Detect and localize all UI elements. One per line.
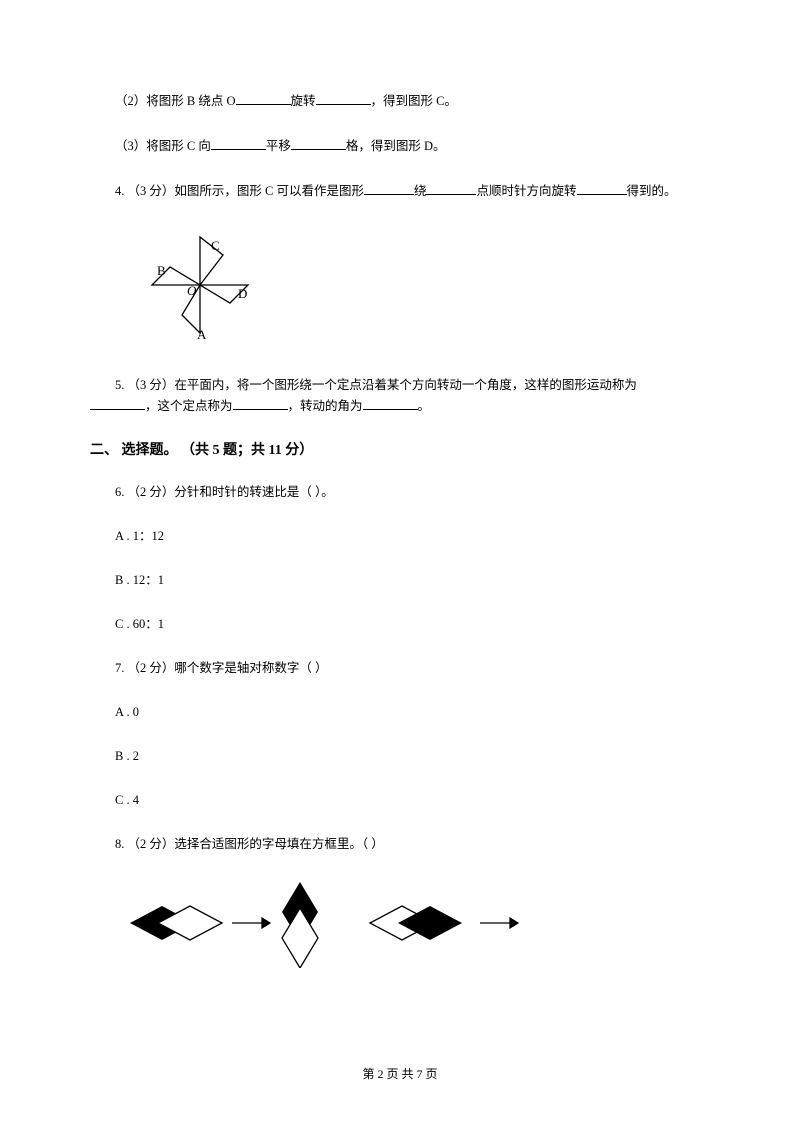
label-d: D xyxy=(238,286,247,301)
q5-suffix: 。 xyxy=(418,399,431,413)
q2-prefix: （2）将图形 B 绕点 O xyxy=(115,94,236,108)
q4-mid2: 点顺时针方向旋转 xyxy=(476,184,576,198)
question-7: 7. （2 分）哪个数字是轴对称数字（ ） xyxy=(90,658,710,678)
question-2: （2）将图形 B 绕点 O 旋转 ，得到图形 C。 xyxy=(90,90,710,111)
question-8: 8. （2 分）选择合适图形的字母填在方框里。（ ） xyxy=(90,834,710,854)
q3-mid1: 平移 xyxy=(266,139,291,153)
q6-option-b[interactable]: B . 12：1 xyxy=(90,570,710,590)
label-o: O xyxy=(187,283,197,298)
question-3: （3）将图形 C 向 平移 格，得到图形 D。 xyxy=(90,135,710,156)
q7-option-b[interactable]: B . 2 xyxy=(90,746,710,766)
section-2-header: 二、 选择题。 （共 5 题；共 11 分） xyxy=(90,440,710,462)
figure-q8 xyxy=(120,878,710,968)
q3-suffix: 格，得到图形 D。 xyxy=(346,139,446,153)
q2-mid1: 旋转 xyxy=(291,94,316,108)
label-c: C xyxy=(211,238,220,253)
label-b: B xyxy=(157,263,166,278)
q3-prefix: （3）将图形 C 向 xyxy=(115,139,211,153)
q5-mid1: ，这个定点称为 xyxy=(145,399,233,413)
question-5: 5. （3 分）在平面内，将一个图形绕一个定点沿着某个方向转动一个角度，这样的图… xyxy=(90,375,710,416)
blank[interactable] xyxy=(233,395,288,410)
blank[interactable] xyxy=(364,180,414,195)
blank[interactable] xyxy=(426,180,476,195)
q7-option-a[interactable]: A . 0 xyxy=(90,702,710,722)
blank[interactable] xyxy=(291,135,346,150)
q7-option-c[interactable]: C . 4 xyxy=(90,790,710,810)
figure-q4: C D A B O xyxy=(140,225,710,345)
q4-prefix: 4. （3 分）如图所示，图形 C 可以看作是图形 xyxy=(115,184,364,198)
question-6: 6. （2 分）分针和时针的转速比是（ ）。 xyxy=(90,482,710,502)
q4-suffix: 得到的。 xyxy=(627,184,677,198)
q6-option-a[interactable]: A . 1：12 xyxy=(90,526,710,546)
blank[interactable] xyxy=(90,395,145,410)
blank[interactable] xyxy=(316,90,371,105)
q4-mid1: 绕 xyxy=(414,184,427,198)
blank[interactable] xyxy=(363,395,418,410)
blank[interactable] xyxy=(211,135,266,150)
blank[interactable] xyxy=(236,90,291,105)
page-footer: 第 2 页 共 7 页 xyxy=(0,1065,800,1082)
q6-option-c[interactable]: C . 60：1 xyxy=(90,614,710,634)
label-a: A xyxy=(197,327,207,342)
q5-line1: 5. （3 分）在平面内，将一个图形绕一个定点沿着某个方向转动一个角度，这样的图… xyxy=(115,378,637,392)
question-4: 4. （3 分）如图所示，图形 C 可以看作是图形 绕 点顺时针方向旋转 得到的。 xyxy=(90,180,710,201)
q5-mid2: ，转动的角为 xyxy=(288,399,363,413)
q2-suffix: ，得到图形 C。 xyxy=(371,94,457,108)
blank[interactable] xyxy=(577,180,627,195)
